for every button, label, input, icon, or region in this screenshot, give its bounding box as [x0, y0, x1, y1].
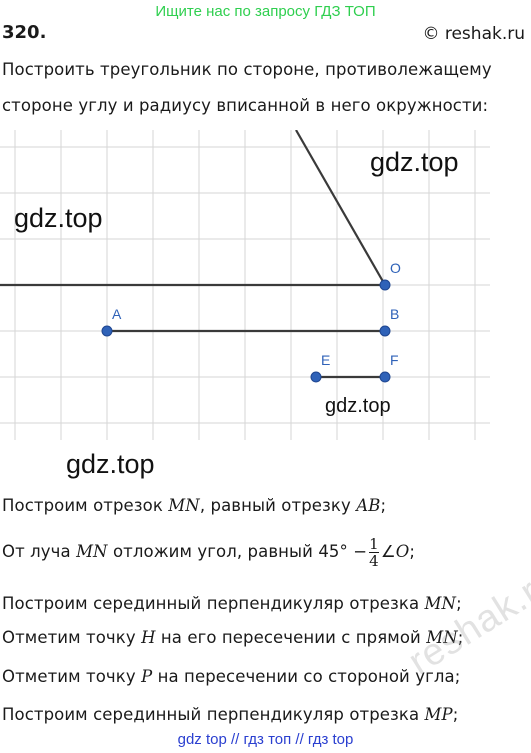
- solution-step-1: Построим отрезок MN, равный отрезку AB;: [2, 496, 386, 515]
- step-1-var-mn: MN: [168, 496, 200, 515]
- step-1-text-c: ;: [380, 496, 387, 515]
- step-1-text-a: Построим отрезок: [2, 496, 169, 515]
- point-a: [101, 325, 113, 337]
- solution-step-3: Построим серединный перпендикуляр отрезк…: [2, 594, 462, 613]
- step-5-var-p: P: [141, 667, 153, 686]
- point-f: [379, 371, 391, 383]
- solution-step-6: Построим серединный перпендикуляр отрезк…: [2, 705, 458, 724]
- step-6-text-b: ;: [452, 705, 459, 724]
- step-6-var-mp: MP: [424, 705, 453, 724]
- reshak-watermark: reshak.ru: [401, 558, 531, 684]
- point-e: [310, 371, 322, 383]
- solution-step-4: Отметим точку H на его пересечении с пря…: [2, 628, 463, 647]
- step-6-text-a: Построим серединный перпендикуляр отрезк…: [2, 705, 425, 724]
- watermark-gdz-1: gdz.top: [370, 147, 459, 177]
- step-3-text-a: Построим серединный перпендикуляр отрезк…: [2, 594, 425, 613]
- angle-side-slanted: [295, 130, 386, 286]
- angle-symbol: ∠: [380, 542, 396, 561]
- site-credit[interactable]: © reshak.ru: [422, 24, 525, 44]
- step-2-text-a: От луча: [2, 542, 77, 561]
- watermark-gdz-2: gdz.top: [14, 203, 103, 233]
- construction-figure: O A B E F: [0, 130, 490, 440]
- watermark-gdz-3: gdz.top: [325, 395, 391, 417]
- watermark-gdz-4: gdz.top: [66, 449, 155, 479]
- step-1-var-ab: AB: [356, 496, 381, 515]
- label-a: A: [112, 306, 122, 322]
- step-1-text-b: , равный отрезку: [199, 496, 357, 515]
- step-4-text-a: Отметим точку: [2, 628, 142, 647]
- label-b: B: [390, 306, 399, 322]
- step-4-text-c: ;: [457, 628, 464, 647]
- label-o: O: [390, 260, 401, 276]
- problem-line-2: стороне углу и радиусу вписанной в него …: [2, 96, 489, 115]
- step-3-text-b: ;: [456, 594, 462, 613]
- step-4-text-b: на его пересечении с прямой: [155, 628, 427, 647]
- step-2-var-mn: MN: [76, 542, 108, 561]
- problem-line-1: Построить треугольник по стороне, против…: [2, 60, 492, 79]
- search-banner[interactable]: Ищите нас по запросу ГДЗ ТОП: [155, 3, 376, 20]
- label-e: E: [321, 352, 330, 368]
- solution-step-5: Отметим точку P на пересечении со сторон…: [2, 667, 460, 686]
- step-4-var-mn: MN: [426, 628, 458, 647]
- solution-step-2: От луча MN отложим угол, равный 45° −1 4 ∠…: [2, 536, 415, 569]
- fraction-denominator: 4: [369, 552, 379, 570]
- label-f: F: [390, 352, 399, 368]
- step-5-text-a: Отметим точку: [2, 667, 142, 686]
- step-2-text-b: отложим угол, равный 45° −: [107, 542, 368, 561]
- fraction-numerator: 1: [369, 535, 379, 553]
- footer-links[interactable]: gdz top // гдз топ // гдз top: [177, 731, 354, 748]
- point-o: [379, 279, 391, 291]
- step-3-var-mn: MN: [424, 594, 457, 613]
- step-2-text-d: ;: [409, 542, 416, 561]
- grid: [0, 130, 490, 440]
- task-number: 320.: [2, 22, 47, 43]
- step-5-text-b: на пересечении со стороной угла;: [152, 667, 461, 686]
- step-2-var-o: O: [395, 542, 410, 561]
- step-4-var-h: H: [141, 628, 156, 647]
- point-b: [379, 325, 391, 337]
